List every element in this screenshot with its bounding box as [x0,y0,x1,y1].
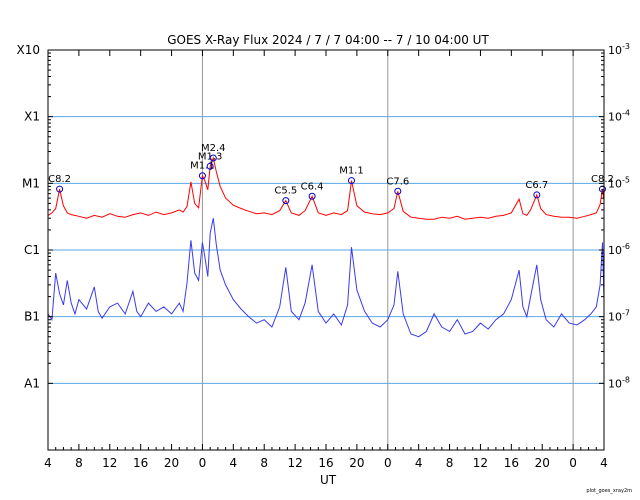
x-tick-label: 12 [473,456,488,470]
x-tick-label: 12 [287,456,302,470]
y-tick-label-right: 10-4 [608,109,630,124]
x-tick-label: 20 [535,456,550,470]
flare-label: C6.7 [525,180,548,191]
series-layer [47,156,605,338]
flare-marker [206,162,214,170]
x-tick-label: 16 [318,456,333,470]
flare-label-layer: C8.2M1.1M1.3M2.4C5.5 C6.4M1.1C7.6 C6.7C8.2 [48,143,614,205]
x-tick-label: 0 [569,456,577,470]
x-tick-label: 4 [415,456,423,470]
x-tick-label: 0 [384,456,392,470]
y-tick-label-right: 10-6 [608,242,630,257]
y-class-label: X10 [17,43,41,57]
y-class-label: X1 [24,110,40,124]
flare-marker [308,192,316,200]
y-class-label: C1 [24,243,40,257]
x-tick-label: 0 [199,456,207,470]
x-tick-label: 4 [230,456,238,470]
plot-credit: plot_goes_xray2m [586,488,632,494]
flux-series-line [47,218,605,338]
flare-marker [198,172,206,180]
x-axis-label: UT [320,473,337,487]
x-tick-label: 8 [446,456,454,470]
x-tick-label: 16 [133,456,148,470]
flare-marker [282,197,290,205]
flare-marker [394,187,402,195]
flare-label: C6.4 [301,181,324,192]
x-tick-label: 20 [164,456,179,470]
y-tick-label-right: 10-7 [608,309,630,324]
flare-label: C8.2 [591,174,614,185]
flare-label: M1.1 [339,166,364,177]
flare-marker [56,185,64,193]
flare-label: C8.2 [48,174,71,185]
y-class-label: B1 [24,310,40,324]
flare-label: M1.1 [190,161,215,172]
y-class-label: A1 [24,376,40,390]
y-class-label: M1 [22,176,40,190]
flare-label: C7.6 [386,176,409,187]
y-tick-label-right: 10-8 [608,375,630,390]
y-tick-label-right: 10-5 [608,175,630,190]
axis-layer: X10 X1 M1 C1 B1 A1 10-3 10-4 10-5 10-6 10-7 10-8 4 8 1… [17,42,630,470]
x-tick-label: 16 [504,456,519,470]
flux-series-line [47,156,605,220]
x-tick-label: 20 [349,456,364,470]
x-tick-label: 12 [102,456,117,470]
flare-marker [347,177,355,185]
chart-title: GOES X-Ray Flux 2024 / 7 / 7 04:00 -- 7 … [167,33,489,47]
x-tick-label: 4 [44,456,52,470]
x-tick-label: 8 [75,456,83,470]
y-tick-label-right: 10-3 [608,42,630,57]
flare-marker [533,191,541,199]
grid-layer [48,50,604,450]
flare-marker [209,154,217,162]
x-tick-label: 4 [600,456,608,470]
flare-label: M2.4 [201,143,226,154]
flare-label: C5.5 [274,186,297,197]
x-tick-label: 8 [260,456,268,470]
